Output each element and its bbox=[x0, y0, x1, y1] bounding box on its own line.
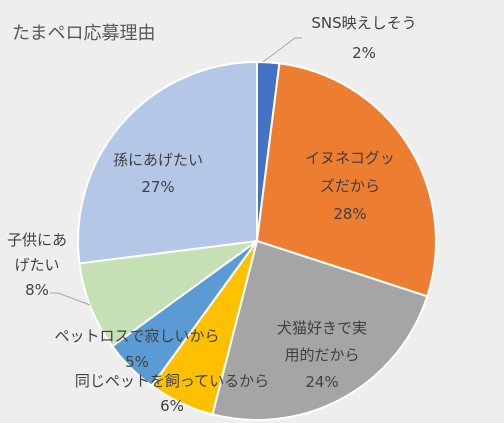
pie-slice-3 bbox=[211, 240, 429, 421]
category-label-children: 子供にあげたい bbox=[7, 231, 67, 274]
value-label-grandchildren: 27% bbox=[141, 178, 174, 196]
value-label-same-pet: 6% bbox=[160, 397, 184, 415]
pie-slice-6 bbox=[78, 240, 258, 348]
label-line: イヌネコグッ bbox=[305, 149, 395, 167]
category-label-same-pet: 同じペットを飼っているから bbox=[75, 372, 269, 390]
leader-line-children bbox=[50, 292, 91, 306]
value-label-children: 8% bbox=[25, 281, 49, 299]
category-label-pet-loss: ペットロスで寂しいから bbox=[54, 327, 219, 345]
value-label-sns: 2% bbox=[352, 44, 376, 62]
value-label-practical: 24% bbox=[305, 373, 338, 391]
category-label-grandchildren: 孫にあげたい bbox=[113, 151, 203, 169]
category-label-sns: SNS映えしそう bbox=[311, 14, 416, 32]
label-line: 犬猫好きで実 bbox=[277, 319, 367, 337]
chart-title: たまペロ応募理由 bbox=[12, 23, 155, 44]
category-label-pet-goods: イヌネコグッズだから bbox=[305, 149, 395, 195]
pie-slice-2 bbox=[256, 62, 437, 298]
data-labels: SNS映えしそう 2% イヌネコグッズだから 28% 犬猫好きで実用的だから 2… bbox=[7, 14, 417, 415]
leader-line-sns bbox=[262, 37, 302, 63]
label-line: げたい bbox=[14, 256, 59, 274]
category-label-practical: 犬猫好きで実用的だから bbox=[277, 319, 367, 364]
pie-slice-7 bbox=[77, 61, 258, 265]
label-line: 用的だから bbox=[284, 346, 359, 364]
value-label-pet-loss: 5% bbox=[125, 353, 149, 371]
value-label-pet-goods: 28% bbox=[333, 205, 366, 223]
pie-slices bbox=[77, 61, 437, 421]
label-line: ズだから bbox=[320, 177, 380, 195]
label-line: 子供にあ bbox=[7, 231, 67, 249]
